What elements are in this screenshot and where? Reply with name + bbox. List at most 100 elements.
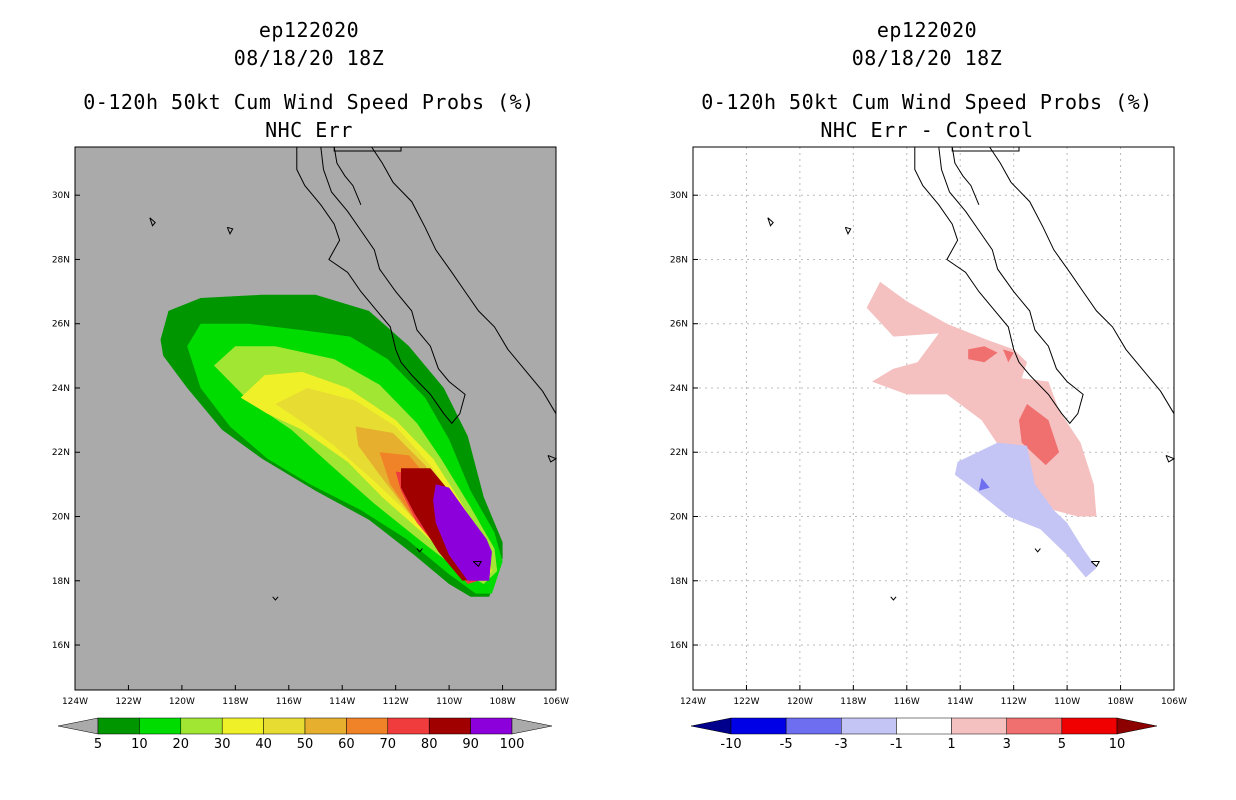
colorbar-under-arrow [690,717,732,735]
coast-segment [951,146,980,205]
plot-frame [74,146,557,691]
x-tick-label: 124W [680,697,706,707]
colorbar-label: 60 [338,737,355,752]
coast-segment [844,226,852,235]
x-tick-label: 118W [840,697,866,707]
colorbar: -10 -5 -3 -1 1 3 5 10 [690,717,1158,752]
colorbar-label: 20 [173,737,190,752]
colorbar-swatch [387,717,430,735]
colorbar-label: 50 [297,737,314,752]
plot-background [693,147,1174,690]
coast-segment [472,561,483,568]
left-title-datetime: 08/18/20 18Z [233,46,385,70]
x-tick-label: 110W [436,697,462,707]
left-title-storm-id: ep122020 [258,18,360,42]
y-tick-label: 26N [670,320,688,330]
coast-segment [333,146,362,205]
y-tick-label: 22N [52,448,70,458]
colorbar-label: 10 [1109,737,1126,752]
right-panel: ep122020 08/18/20 18Z 0-120h 50kt Cum Wi… [618,0,1236,800]
y-tick-label: 18N [52,577,70,587]
x-tick-label: 118W [222,697,248,707]
contour--3--5 [978,477,990,491]
y-tick-label: 16N [52,641,70,651]
colorbar-under-arrow [57,717,99,735]
left-panel: ep122020 08/18/20 18Z 0-120h 50kt Cum Wi… [52,18,569,752]
left-title-variant: NHC Err [265,118,353,142]
colorbar-swatch [304,717,347,735]
colorbar-swatch [951,717,1007,735]
colorbar-label: 3 [1003,737,1011,752]
coast-segment [149,217,156,227]
coast-segment [547,454,558,463]
right-title-storm-id: ep122020 [876,18,978,42]
colorbar-swatch [730,717,787,735]
x-tick-label: 124W [62,697,88,707]
colorbar-swatch [180,717,223,735]
contour-layers [160,294,503,597]
x-tick-label: 112W [1001,697,1027,707]
colorbar-label: 40 [255,737,272,752]
y-tick-label: 20N [670,512,688,522]
y-tick-label: 22N [670,448,688,458]
colorbar-label: 80 [421,737,438,752]
y-tick-label: 30N [52,191,70,201]
coast-segment [371,146,557,437]
contour-3-5 [1003,349,1014,363]
x-tick-label: 108W [1108,697,1134,707]
x-tick-label: 122W [115,697,141,707]
coast-segment [1034,548,1041,553]
y-tick-label: 24N [670,384,688,394]
colorbar-swatch [263,717,306,735]
plot-frame [692,146,1175,691]
x-tick-label: 106W [1161,697,1187,707]
x-tick-label: 116W [276,697,302,707]
colorbar-swatch [785,717,842,735]
coast-segment [296,146,466,425]
y-tick-label: 26N [52,320,70,330]
colorbar-label: -10 [720,737,741,752]
contour-3-5 [968,346,998,363]
right-title-variant: NHC Err - Control [820,118,1034,142]
colorbar-label: 100 [500,737,525,752]
colorbar-label: -5 [780,737,793,752]
x-tick-label: 122W [733,697,759,707]
right-title-product: 0-120h 50kt Cum Wind Speed Probs (%) [701,90,1153,114]
coast-segment [989,146,1175,437]
colorbar-swatch [896,717,952,735]
coast-segment [767,217,774,227]
coast-segment [272,596,279,601]
colorbar-over-arrow [511,717,553,735]
colorbar-swatch [221,717,264,735]
colorbar-over-arrow [1116,717,1158,735]
x-tick-label: 106W [543,697,569,707]
y-tick-label: 24N [52,384,70,394]
colorbar-label: 90 [462,737,479,752]
y-tick-label: 20N [52,512,70,522]
colorbar-swatch [346,717,389,735]
coast-segment [1165,454,1176,463]
left-map-chart: 124W 122W 120W 118W 116W 114W 112W 110W 108W 106W… [52,146,569,752]
x-tick-label: 108W [490,697,516,707]
colorbar-swatch [97,717,140,735]
colorbar-label: 5 [1058,737,1066,752]
x-tick-label: 114W [947,697,973,707]
colorbar: 5 10 20 30 40 50 60 70 80 90 100 [57,717,553,752]
y-tick-label: 28N [52,255,70,265]
x-tick-label: 120W [787,697,813,707]
x-tick-label: 120W [169,697,195,707]
coast-segment [416,548,423,553]
coastline [767,146,1176,601]
left-title-product: 0-120h 50kt Cum Wind Speed Probs (%) [83,90,535,114]
y-tick-label: 16N [670,641,688,651]
contour-layers [866,281,1097,578]
coast-segment [890,596,897,601]
colorbar-label: 5 [94,737,102,752]
right-map-chart: 124W 122W 120W 118W 116W 114W 112W 110W 108W 106W… [670,146,1187,752]
coast-segment [1090,561,1101,568]
x-tick-label: 116W [894,697,920,707]
right-title-datetime: 08/18/20 18Z [851,46,1003,70]
colorbar-label: 1 [947,737,955,752]
colorbar-swatch [1061,717,1118,735]
coastline [149,146,558,601]
